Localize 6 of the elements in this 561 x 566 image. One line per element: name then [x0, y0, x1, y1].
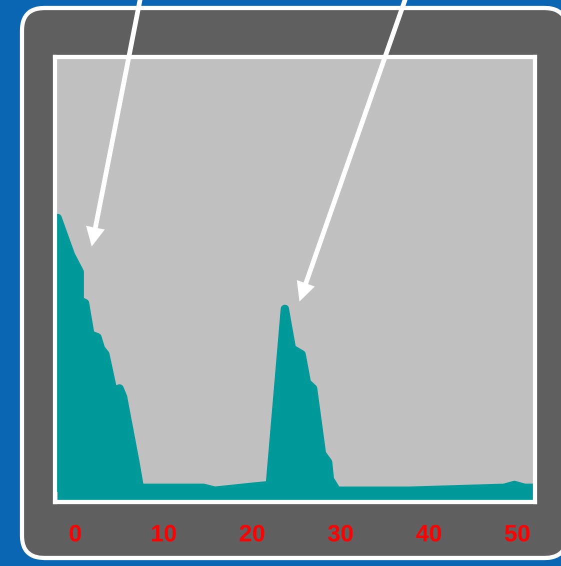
x-tick-label: 0 [70, 524, 81, 542]
x-tick-label: 50 [504, 524, 530, 542]
x-tick-label: 40 [416, 524, 442, 542]
x-tick-label: 30 [328, 524, 353, 542]
x-tick-label: 20 [240, 524, 264, 542]
x-tick-label: 10 [152, 524, 176, 542]
